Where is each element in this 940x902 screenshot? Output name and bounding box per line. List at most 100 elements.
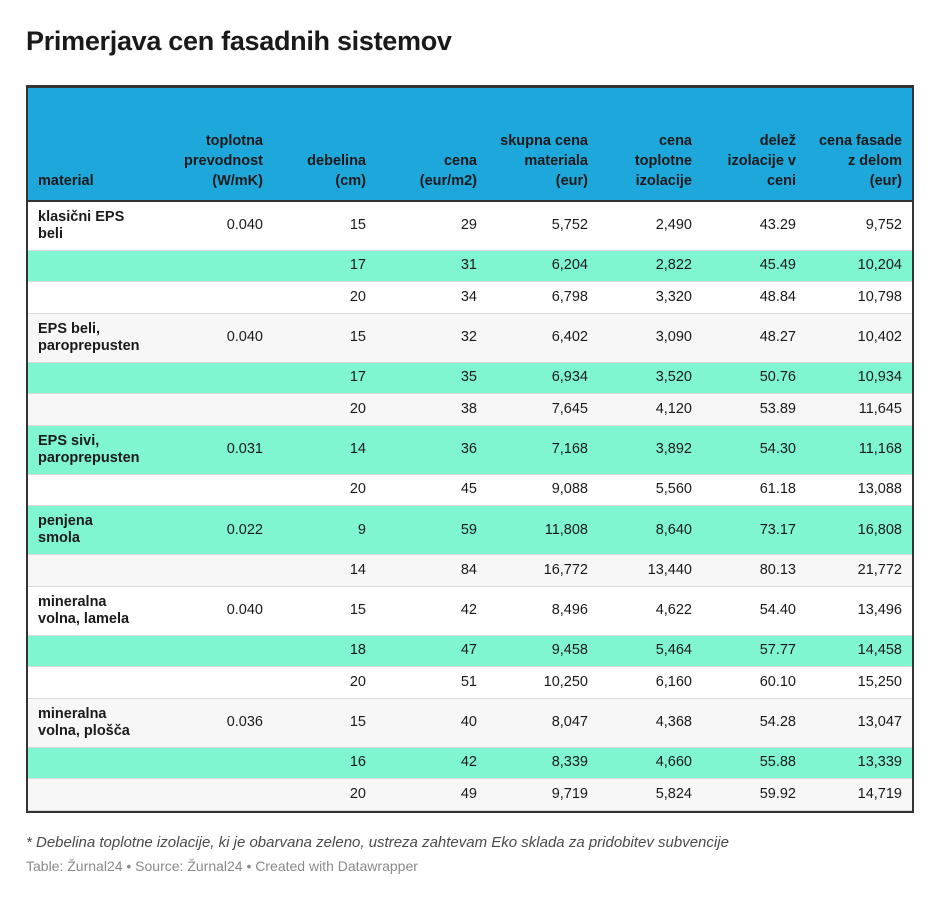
cell-material-total: 16,772 xyxy=(487,554,598,587)
cell-facade-price: 10,798 xyxy=(806,281,912,314)
table-row: 18 47 9,458 5,464 57.77 14,458 xyxy=(28,635,912,667)
cell-price: 49 xyxy=(376,778,487,811)
cell-thickness: 20 xyxy=(273,393,376,426)
table-row: klasični EPS beli 0.040 15 29 5,752 2,490 43.2… xyxy=(28,201,912,251)
table-row: 20 38 7,645 4,120 53.89 11,645 xyxy=(28,393,912,426)
table-row: 20 49 9,719 5,824 59.92 14,719 xyxy=(28,778,912,811)
cell-insulation-share: 59.92 xyxy=(702,778,806,811)
cell-facade-price: 10,402 xyxy=(806,313,912,363)
cell-insulation-price: 3,520 xyxy=(598,362,702,394)
cell-conductivity xyxy=(148,474,273,506)
cell-price: 34 xyxy=(376,281,487,314)
cell-insulation-price: 4,120 xyxy=(598,393,702,426)
source-line: Table: Žurnal24 • Source: Žurnal24 • Cre… xyxy=(26,858,418,874)
cell-facade-price: 13,047 xyxy=(806,698,912,748)
cell-conductivity xyxy=(148,250,273,282)
cell-insulation-price: 3,892 xyxy=(598,425,702,475)
cell-price: 45 xyxy=(376,474,487,506)
column-header-conductivity[interactable]: toplotna prevodnost (W/mK) xyxy=(148,88,273,202)
column-header-material[interactable]: material xyxy=(28,88,148,202)
cell-insulation-price: 5,464 xyxy=(598,635,702,667)
cell-facade-price: 21,772 xyxy=(806,554,912,587)
cell-conductivity: 0.040 xyxy=(148,201,273,251)
cell-material-total: 9,719 xyxy=(487,778,598,811)
cell-conductivity xyxy=(148,362,273,394)
cell-insulation-share: 43.29 xyxy=(702,201,806,251)
cell-facade-price: 15,250 xyxy=(806,666,912,699)
cell-conductivity: 0.036 xyxy=(148,698,273,748)
cell-thickness: 14 xyxy=(273,554,376,587)
cell-material: EPS beli, paroprepusten xyxy=(28,313,148,363)
column-header-thickness[interactable]: debelina (cm) xyxy=(273,88,376,202)
cell-material xyxy=(28,666,148,699)
cell-insulation-share: 48.27 xyxy=(702,313,806,363)
cell-facade-price: 11,168 xyxy=(806,425,912,475)
cell-price: 29 xyxy=(376,201,487,251)
cell-conductivity xyxy=(148,393,273,426)
cell-thickness: 15 xyxy=(273,313,376,363)
data-table: material toplotna prevodnost (W/mK) debeli… xyxy=(28,88,912,811)
cell-thickness: 15 xyxy=(273,586,376,636)
cell-conductivity: 0.040 xyxy=(148,313,273,363)
cell-material xyxy=(28,747,148,779)
cell-thickness: 20 xyxy=(273,281,376,314)
cell-thickness: 18 xyxy=(273,635,376,667)
cell-insulation-share: 80.13 xyxy=(702,554,806,587)
cell-facade-price: 11,645 xyxy=(806,393,912,426)
cell-thickness: 20 xyxy=(273,666,376,699)
cell-price: 42 xyxy=(376,586,487,636)
cell-conductivity xyxy=(148,747,273,779)
cell-material-total: 8,339 xyxy=(487,747,598,779)
cell-material: EPS sivi, paroprepusten xyxy=(28,425,148,475)
cell-material-total: 9,458 xyxy=(487,635,598,667)
cell-insulation-share: 45.49 xyxy=(702,250,806,282)
cell-facade-price: 10,934 xyxy=(806,362,912,394)
cell-conductivity xyxy=(148,281,273,314)
chart-title: Primerjava cen fasadnih sistemov xyxy=(26,26,452,56)
cell-material-total: 8,047 xyxy=(487,698,598,748)
cell-thickness: 9 xyxy=(273,505,376,555)
cell-material-total: 6,402 xyxy=(487,313,598,363)
cell-insulation-share: 55.88 xyxy=(702,747,806,779)
table-row: 16 42 8,339 4,660 55.88 13,339 xyxy=(28,747,912,779)
cell-material: mineralna volna, plošča xyxy=(28,698,148,748)
cell-material-total: 6,934 xyxy=(487,362,598,394)
cell-insulation-share: 61.18 xyxy=(702,474,806,506)
column-header-material-total[interactable]: skupna cena materiala (eur) xyxy=(487,88,598,202)
cell-insulation-price: 4,660 xyxy=(598,747,702,779)
cell-insulation-price: 8,640 xyxy=(598,505,702,555)
cell-material-total: 7,168 xyxy=(487,425,598,475)
cell-price: 59 xyxy=(376,505,487,555)
column-header-facade-price[interactable]: cena fasade z delom (eur) xyxy=(806,88,912,202)
table-header-row: material toplotna prevodnost (W/mK) debeli… xyxy=(28,88,912,202)
cell-material xyxy=(28,281,148,314)
cell-material-total: 9,088 xyxy=(487,474,598,506)
cell-material-total: 7,645 xyxy=(487,393,598,426)
cell-material-total: 10,250 xyxy=(487,666,598,699)
cell-insulation-price: 3,320 xyxy=(598,281,702,314)
table-row: 17 35 6,934 3,520 50.76 10,934 xyxy=(28,362,912,394)
cell-facade-price: 10,204 xyxy=(806,250,912,282)
cell-conductivity xyxy=(148,666,273,699)
cell-thickness: 20 xyxy=(273,778,376,811)
column-header-price[interactable]: cena (eur/m2) xyxy=(376,88,487,202)
cell-price: 36 xyxy=(376,425,487,475)
cell-material xyxy=(28,393,148,426)
cell-thickness: 15 xyxy=(273,698,376,748)
cell-insulation-share: 48.84 xyxy=(702,281,806,314)
cell-insulation-share: 54.28 xyxy=(702,698,806,748)
cell-price: 35 xyxy=(376,362,487,394)
cell-conductivity xyxy=(148,635,273,667)
cell-insulation-price: 2,490 xyxy=(598,201,702,251)
cell-price: 40 xyxy=(376,698,487,748)
column-header-insulation-price[interactable]: cena toplotne izolacije xyxy=(598,88,702,202)
cell-insulation-share: 54.40 xyxy=(702,586,806,636)
cell-insulation-price: 4,368 xyxy=(598,698,702,748)
cell-price: 31 xyxy=(376,250,487,282)
cell-material xyxy=(28,554,148,587)
cell-material: klasični EPS beli xyxy=(28,201,148,251)
cell-material-total: 8,496 xyxy=(487,586,598,636)
cell-insulation-share: 54.30 xyxy=(702,425,806,475)
column-header-insulation-share[interactable]: delež izolacije v ceni xyxy=(702,88,806,202)
data-table-container: material toplotna prevodnost (W/mK) debeli… xyxy=(26,85,914,813)
